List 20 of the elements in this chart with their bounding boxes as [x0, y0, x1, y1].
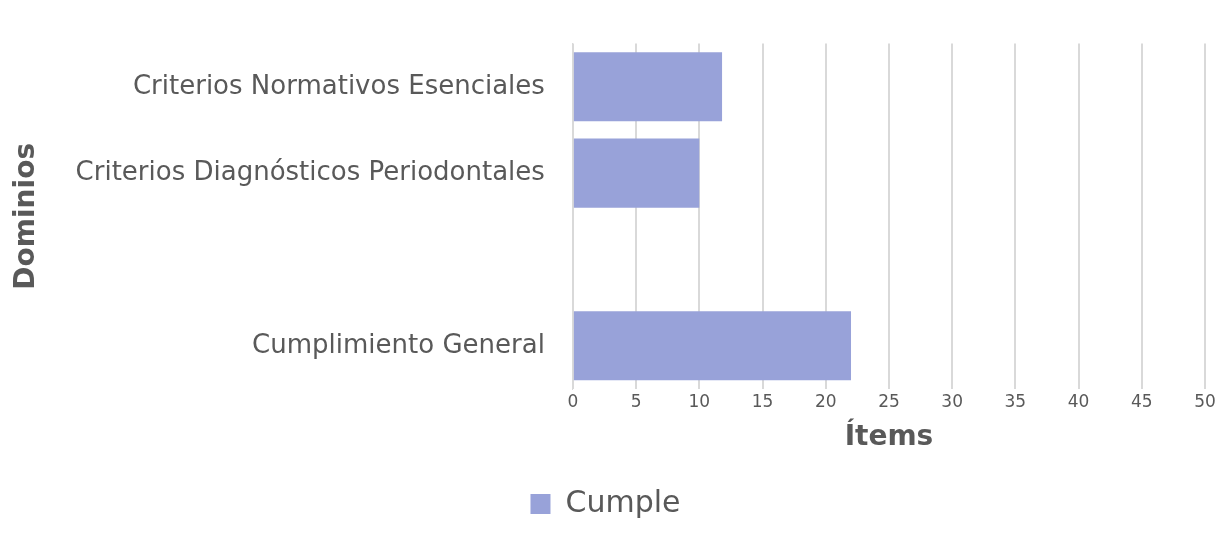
x-tick-label: 0 [567, 390, 579, 411]
y-axis-title: Dominios [8, 142, 42, 290]
x-tick-label: 40 [1067, 390, 1090, 411]
x-tick-label: 15 [751, 390, 774, 411]
legend-label: Cumple [565, 483, 681, 519]
x-axis-title: Ítems [844, 418, 934, 453]
x-tick-label: 10 [688, 390, 711, 411]
y-tick-label: Cumplimiento General [252, 328, 545, 359]
x-tick-label: 25 [878, 390, 900, 411]
bar [573, 138, 700, 208]
bar [573, 52, 723, 122]
x-tick-label: 50 [1194, 390, 1216, 411]
bar [573, 311, 852, 381]
x-tick-label: 20 [814, 390, 837, 411]
y-tick-label: Criterios Normativos Esenciales [132, 69, 545, 100]
y-tick-label: Criterios Diagnósticos Periodontales [75, 155, 545, 186]
x-tick-label: 35 [1004, 390, 1027, 411]
x-tick-label: 45 [1130, 390, 1153, 411]
x-tick-label: 30 [941, 390, 963, 411]
x-tick-label: 5 [630, 390, 642, 411]
